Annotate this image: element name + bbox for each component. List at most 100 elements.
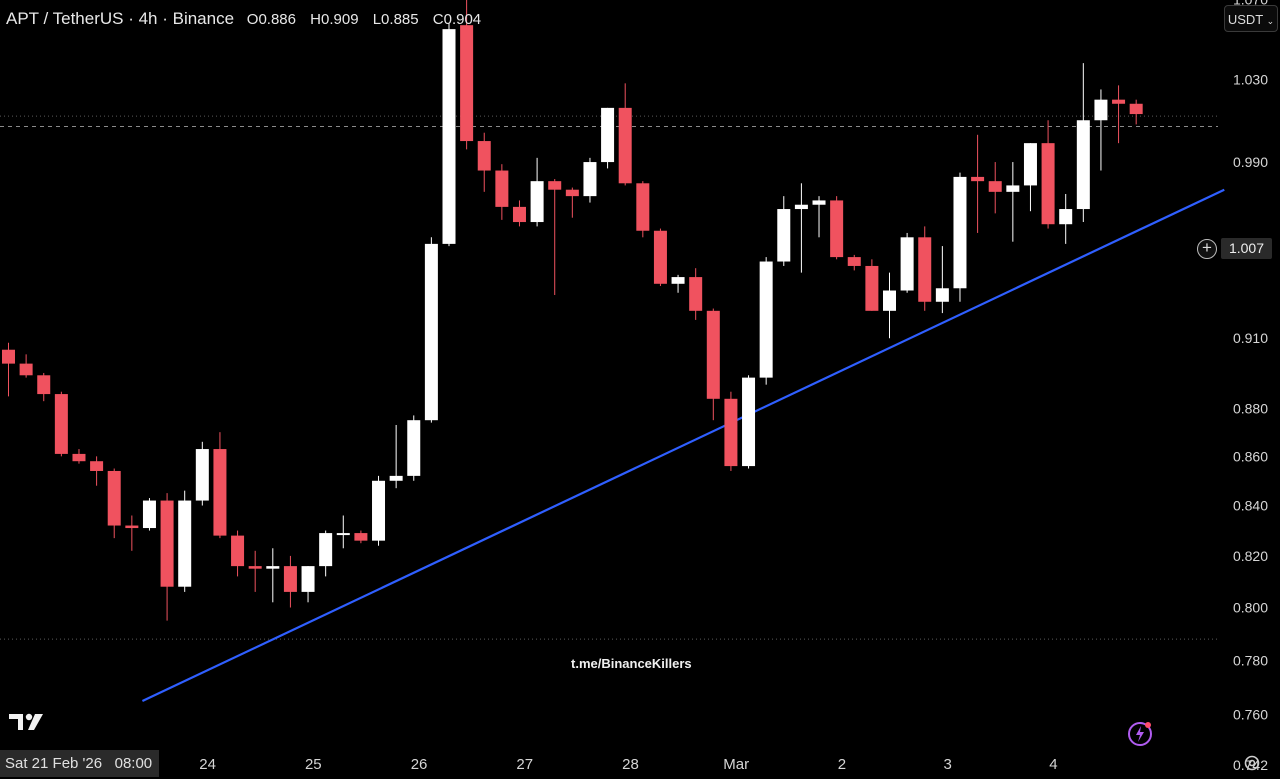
candle-body-up	[1076, 120, 1090, 210]
candle-body-down	[354, 533, 368, 541]
candle-body-up	[935, 288, 949, 302]
candle-body-up	[266, 566, 280, 569]
candle-body-down	[988, 181, 1002, 192]
current-price-label: 1.007	[1221, 238, 1272, 259]
x-tick-label: 27	[516, 756, 533, 773]
candle-body-down	[1112, 99, 1126, 104]
crosshair-date-label: Sat 21 Feb '26 08:00	[0, 750, 159, 777]
candle-body-up	[407, 420, 421, 476]
candle-body-down	[231, 535, 245, 567]
candle-body-up	[583, 162, 597, 197]
candle-body-down	[495, 170, 509, 207]
tradingview-logo-icon[interactable]	[9, 712, 45, 737]
y-tick-label: 0.910	[1233, 330, 1268, 346]
candle-body-up	[319, 533, 333, 567]
x-tick-label: 28	[622, 756, 639, 773]
x-tick-label: 4	[1049, 756, 1057, 773]
candle-body-up	[442, 29, 456, 244]
candle-body-up	[794, 204, 808, 210]
y-tick-label: 1.070	[1233, 0, 1268, 8]
candle-body-down	[865, 265, 879, 311]
chart-header: APT / TetherUS · 4h · Binance O0.886 H0.…	[6, 9, 491, 29]
y-tick-label: 0.840	[1233, 498, 1268, 514]
candle-body-down	[618, 107, 632, 184]
candle-body-up	[601, 107, 615, 163]
lightning-icon[interactable]	[1128, 720, 1156, 753]
close-value: C0.904	[432, 11, 482, 28]
y-tick-label: 1.030	[1233, 71, 1268, 87]
currency-label: USDT	[1227, 12, 1263, 27]
candle-body-up	[900, 237, 914, 291]
candle-body-down	[565, 189, 579, 197]
y-tick-label: 0.800	[1233, 600, 1268, 616]
candle-body-up	[671, 277, 685, 284]
x-tick-label: 3	[943, 756, 951, 773]
candle-body-down	[847, 257, 861, 266]
candle-body-up	[1023, 143, 1037, 186]
y-tick-label: 0.880	[1233, 400, 1268, 416]
candle-body-up	[883, 290, 896, 311]
x-tick-label: 25	[305, 756, 322, 773]
candle-body-up	[759, 261, 773, 378]
candle-body-down	[125, 525, 139, 529]
candle-body-up	[389, 475, 403, 481]
plus-circle-icon[interactable]: +	[1197, 239, 1217, 259]
trendline	[141, 188, 1225, 703]
candle-body-down	[90, 461, 104, 471]
candle-body-down	[653, 230, 667, 284]
low-value: L0.885	[372, 11, 419, 28]
candle-body-up	[1006, 185, 1020, 192]
candle-body-down	[213, 449, 227, 536]
candle-body-down	[283, 566, 297, 592]
candle-body-up	[372, 480, 386, 541]
candle-body-down	[1129, 103, 1143, 115]
candle-body-up	[195, 449, 209, 501]
y-tick-label: 0.780	[1233, 652, 1268, 668]
candle-body-down	[19, 363, 33, 376]
candle-body-up	[1094, 99, 1108, 121]
candle-body-down	[548, 181, 562, 190]
candle-body-down	[1041, 143, 1055, 225]
candle-body-down	[706, 310, 720, 399]
candle-body-down	[724, 398, 738, 467]
candle-body-down	[971, 176, 985, 182]
candle-body-up	[812, 200, 826, 205]
gear-icon[interactable]	[1242, 753, 1262, 778]
candle-body-up	[530, 181, 544, 223]
candle-body-down	[2, 349, 15, 364]
candle-body-down	[54, 394, 68, 454]
currency-selector-button[interactable]: USDT ⌄	[1224, 5, 1278, 32]
chevron-down-icon: ⌄	[1266, 16, 1275, 26]
candle-body-down	[248, 566, 262, 569]
open-value: O0.886	[246, 11, 296, 28]
ohlc-readout: O0.886 H0.909 L0.885 C0.904	[247, 11, 491, 28]
y-tick-label: 0.820	[1233, 548, 1268, 564]
candle-body-down	[830, 200, 844, 258]
candle-body-down	[477, 141, 491, 171]
high-value: H0.909	[310, 11, 359, 28]
candle-body-up	[301, 566, 315, 592]
watermark-text: t.me/BinanceKillers	[571, 656, 692, 671]
candle-body-down	[689, 277, 703, 311]
candle-body-up	[777, 209, 791, 262]
y-tick-label: 0.860	[1233, 448, 1268, 464]
candle-body-down	[918, 237, 932, 302]
x-tick-label: 2	[838, 756, 846, 773]
candle-body-down	[160, 500, 174, 587]
x-tick-label: 24	[199, 756, 216, 773]
candle-body-up	[142, 500, 156, 529]
candle-body-up	[336, 533, 350, 536]
candle-body-up	[953, 176, 967, 289]
candle-body-down	[107, 470, 121, 526]
candle-body-up	[1059, 209, 1073, 225]
symbol-title: APT / TetherUS · 4h · Binance	[6, 9, 235, 28]
candle-body-down	[512, 206, 526, 223]
x-tick-label: 26	[411, 756, 428, 773]
candle-body-down	[460, 25, 474, 142]
candle-body-down	[72, 453, 86, 462]
candle-body-down	[37, 375, 51, 395]
candle-body-down	[636, 183, 650, 231]
x-tick-label: Mar	[723, 756, 749, 773]
y-tick-label: 0.990	[1233, 154, 1268, 170]
